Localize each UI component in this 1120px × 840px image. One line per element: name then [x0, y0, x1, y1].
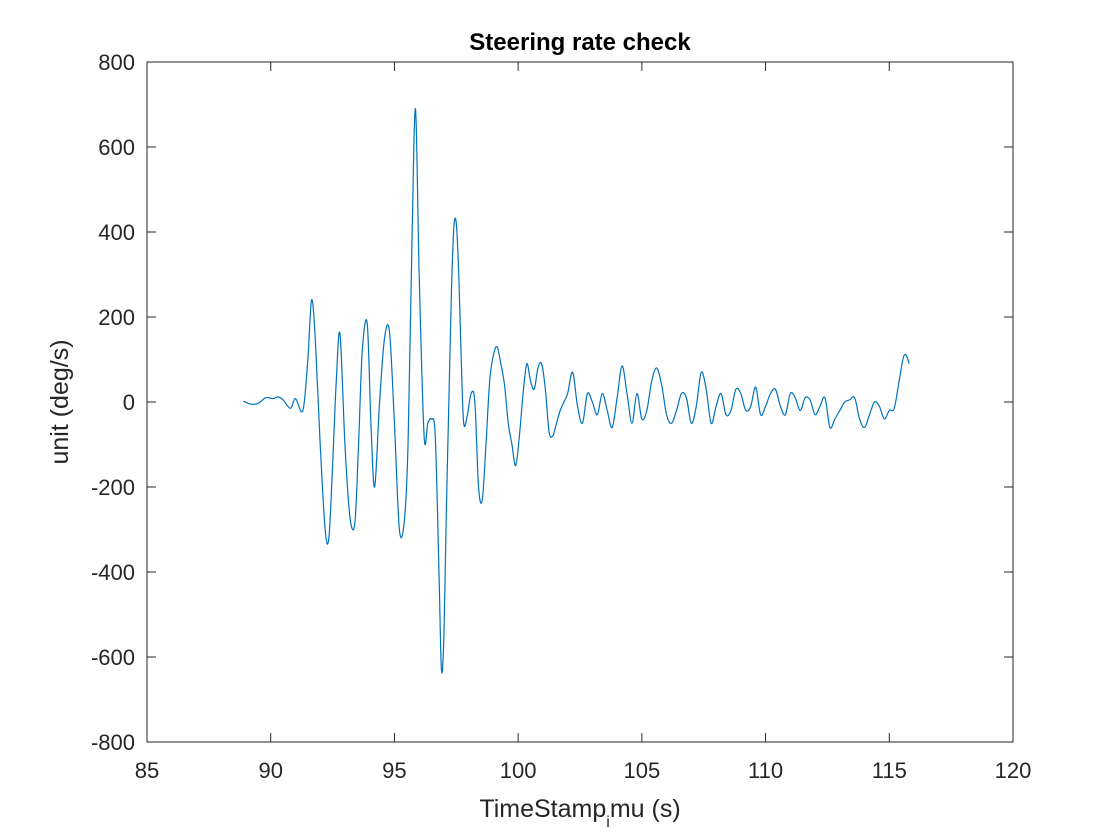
x-tick-label-110: 110 — [748, 758, 783, 783]
y-tick-label-800: 800 — [98, 50, 135, 75]
x-tick-label-90: 90 — [258, 758, 282, 783]
series-line-steering-rate — [243, 108, 910, 674]
x-axis-ticks — [146, 62, 1014, 742]
chart-title: Steering rate check — [469, 29, 691, 56]
x-axis-label-rest: mu (s) — [610, 795, 681, 823]
plot-area — [146, 61, 1014, 743]
y-tick-label--600: -600 — [91, 645, 135, 670]
y-axis-tick-labels: -800 -600 -400 -200 0 200 400 600 800 — [91, 50, 135, 755]
y-tick-label--800: -800 — [91, 730, 135, 755]
y-tick-label-0: 0 — [123, 390, 135, 415]
y-axis-label: unit (deg/s) — [46, 339, 74, 464]
x-tick-label-100: 100 — [500, 758, 537, 783]
y-tick-label-400: 400 — [98, 220, 135, 245]
x-tick-label-85: 85 — [135, 758, 159, 783]
y-tick-label--200: -200 — [91, 475, 135, 500]
x-axis-tick-labels: 85 90 95 100 105 110 115 120 — [135, 758, 1032, 783]
y-axis-ticks — [147, 61, 1013, 743]
y-tick-label-200: 200 — [98, 305, 135, 330]
y-tick-label-600: 600 — [98, 135, 135, 160]
x-axis-label-subscript: i — [606, 814, 610, 831]
x-tick-label-115: 115 — [872, 758, 907, 783]
x-axis-label-main: TimeStamp — [479, 795, 606, 823]
y-tick-label--400: -400 — [91, 560, 135, 585]
x-axis-label: TimeStampimu (s) — [479, 795, 680, 831]
x-tick-label-120: 120 — [995, 758, 1032, 783]
x-tick-label-95: 95 — [382, 758, 406, 783]
x-tick-label-105: 105 — [623, 758, 660, 783]
